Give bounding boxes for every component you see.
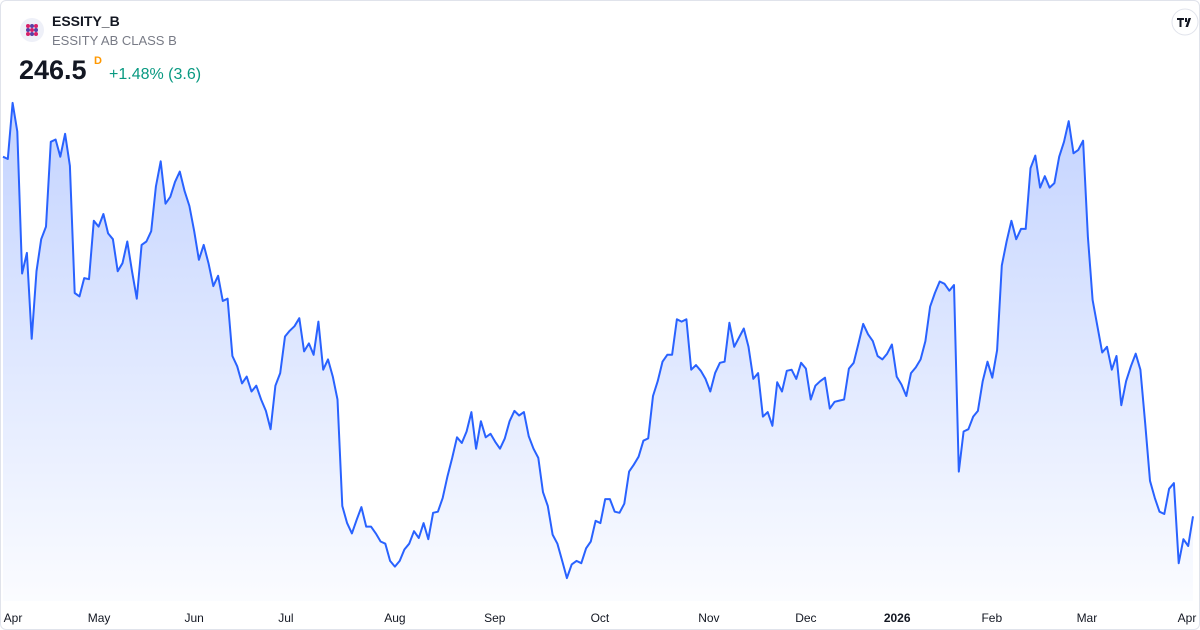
area-fill	[3, 102, 1193, 602]
x-tick-label: Dec	[795, 611, 816, 625]
x-tick-label: Sep	[484, 611, 506, 625]
logo	[20, 18, 44, 42]
x-tick-label: Jun	[184, 611, 203, 625]
tv-logo[interactable]	[1171, 8, 1199, 36]
symbol: ESSITY_B	[52, 13, 120, 29]
x-tick-label: Apr	[4, 611, 23, 625]
x-tick-label: Feb	[981, 611, 1002, 625]
x-tick-label: Nov	[698, 611, 719, 625]
price: 246.5	[19, 55, 87, 85]
x-tick-label: Mar	[1077, 611, 1098, 625]
description: ESSITY AB CLASS B	[52, 33, 177, 48]
x-tick-label: Aug	[384, 611, 405, 625]
x-tick-label: Oct	[591, 611, 610, 625]
x-tick-label: May	[88, 611, 111, 625]
price-line	[2, 101, 1194, 580]
x-tick-label: Apr	[1178, 611, 1197, 625]
x-tick-label: Jul	[278, 611, 293, 625]
interval: D	[94, 55, 102, 67]
x-tick-label: 2026	[884, 611, 911, 625]
change: +1.48% (3.6)	[109, 66, 202, 83]
